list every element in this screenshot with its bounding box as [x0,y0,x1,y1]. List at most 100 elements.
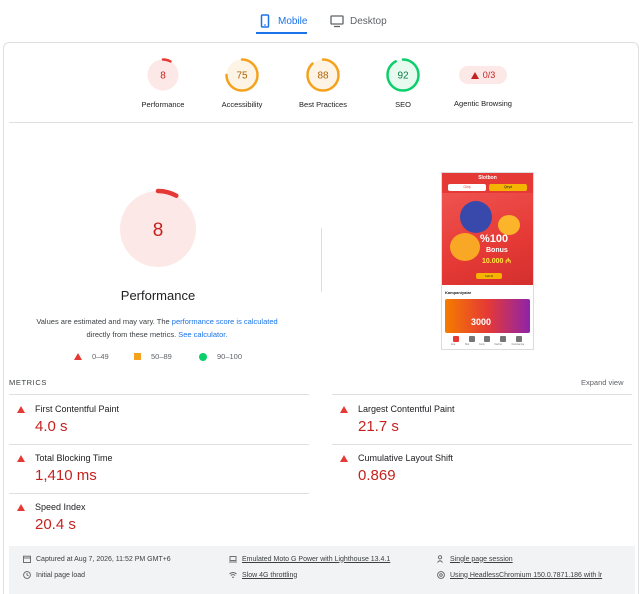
thumb-bonus: Bonus [486,247,508,254]
thumb-logo: Slotbon [478,175,497,181]
legend-good: 90–100 [199,352,242,361]
metric-value: 0.869 [358,467,396,484]
thumb-nav-label: Kazino [494,343,502,346]
tab-desktop-label: Desktop [350,15,387,27]
metric-divider [9,394,309,395]
tab-mobile[interactable]: Mobile [258,8,307,34]
fail-triangle-icon [340,455,348,462]
big-gauge-arc [117,188,199,270]
legend-average: 50–89 [134,352,172,361]
gauge-accessibility-ring: 75 [225,58,259,92]
thumb-promo-card: 3000 [445,299,530,333]
browser-version[interactable]: Using HeadlessChromium 150.0.7871.186 wi… [437,571,602,579]
thumb-nav-icon [500,336,507,342]
laptop-icon [229,555,237,563]
thumb-header: Slotbon [442,173,533,183]
single-page-session-text: Single page session [450,555,513,563]
metric-divider [332,444,632,445]
chrome-icon [437,571,445,579]
gauge-arc [146,58,180,92]
desc-text-2: directly from these metrics. [86,330,179,339]
thumb-banner: %100 Bonus 10.000 ₼ Indi Al [442,193,533,285]
fail-triangle-icon [17,455,25,462]
captured-at-text: Captured at Aug 7, 2026, 11:52 PM GMT+6 [36,555,171,563]
initial-page-load: Initial page load [23,571,85,579]
thumb-nav-label: Kampaniya [511,343,525,346]
thumb-gift-art [498,215,520,235]
captured-at: Captured at Aug 7, 2026, 11:52 PM GMT+6 [23,555,171,563]
legend-poor-label: 0–49 [92,352,109,361]
thumb-nav-labels: Ana Slot Canlı Kazino Kampaniya [442,342,533,346]
monitor-icon [330,14,344,28]
gauge-bg [387,59,419,91]
device-tabs: Mobile Desktop [0,0,641,40]
metric-name: Total Blocking Time [35,453,113,463]
gauge-best-practices-label: Best Practices [299,100,347,109]
calculator-link[interactable]: See calculator. [178,330,228,339]
network-throttling[interactable]: Slow 4G throttling [229,571,297,579]
fail-triangle-icon [17,504,25,511]
metric-name: First Contentful Paint [35,404,120,414]
gauge-arc [306,58,340,92]
square-icon [134,353,141,360]
thumb-nav-label: Canlı [478,343,485,346]
fail-triangle-icon [340,406,348,413]
gauge-performance[interactable]: 8 Performance [118,58,208,109]
smartphone-icon [258,14,272,28]
browser-version-text: Using HeadlessChromium 150.0.7871.186 wi… [450,571,603,579]
thumb-coins-art [450,233,480,261]
gauge-seo-label: SEO [395,100,411,109]
legend-good-label: 90–100 [217,352,243,361]
gauge-best-practices[interactable]: 88 Best Practices [278,58,368,109]
performance-description: Values are estimated and may vary. The p… [22,315,292,341]
thumb-nav-icon [452,336,459,342]
initial-page-load-text: Initial page load [36,571,86,579]
performance-title: Performance [120,288,196,303]
big-gauge-bg [120,191,196,267]
report-card [3,42,639,594]
gauge-arc [386,58,420,92]
final-screenshot-thumbnail[interactable]: Slotbon Giriş Qeyd %100 Bonus 10.000 ₼ I… [441,172,534,350]
triangle-icon [74,353,82,360]
thumb-percent: %100 [480,233,509,245]
emulated-device[interactable]: Emulated Moto G Power with Lighthouse 13… [229,555,390,563]
legend-average-label: 50–89 [151,352,172,361]
network-throttling-text: Slow 4G throttling [242,571,298,579]
gauge-agentic-browsing[interactable]: 0/3 Agentic Browsing [438,58,528,108]
metric-value: 21.7 s [358,418,399,435]
person-icon [437,555,445,563]
metric-value: 1,410 ms [35,467,97,484]
metric-name: Largest Contentful Paint [358,404,455,414]
active-tab-indicator [256,32,307,34]
agentic-browsing-badge: 0/3 [459,66,507,84]
wifi-icon [229,571,237,579]
thumb-promo-text: 3000 [471,317,492,327]
fail-triangle-icon [17,406,25,413]
big-gauge-value: 8 [153,220,164,241]
score-calculated-link[interactable]: performance score is calculated [171,317,278,326]
gauge-bg [147,59,179,91]
expand-view-toggle[interactable]: Expand view [581,378,624,387]
thumb-nav-label: Slot [464,343,470,346]
gauge-accessibility-label: Accessibility [221,100,263,109]
thumb-nav-icon [468,336,475,342]
thumb-nav-label: Ana [450,343,456,346]
thumb-cta-button: Indi Al [476,273,502,279]
single-page-session[interactable]: Single page session [437,555,513,563]
metric-name: Speed Index [35,502,86,512]
gauge-bg [226,59,258,91]
gauge-best-practices-ring: 88 [306,58,340,92]
gauge-accessibility[interactable]: 75 Accessibility [197,58,287,109]
tab-desktop[interactable]: Desktop [330,8,387,34]
thumb-buttons: Giriş Qeyd [442,183,533,193]
vertical-divider [321,228,322,292]
emulated-device-text: Emulated Moto G Power with Lighthouse 13… [242,555,391,563]
runtime-settings-footer: Captured at Aug 7, 2026, 11:52 PM GMT+6 … [9,546,635,594]
thumb-amount: 10.000 ₼ [482,258,512,265]
thumb-register-button: Qeyd [489,184,527,191]
thumb-section-title: Kampaniyalar [445,290,472,295]
divider [9,122,633,123]
metric-divider [9,444,309,445]
gauge-seo[interactable]: 92 SEO [358,58,448,109]
metric-value: 20.4 s [35,516,76,533]
